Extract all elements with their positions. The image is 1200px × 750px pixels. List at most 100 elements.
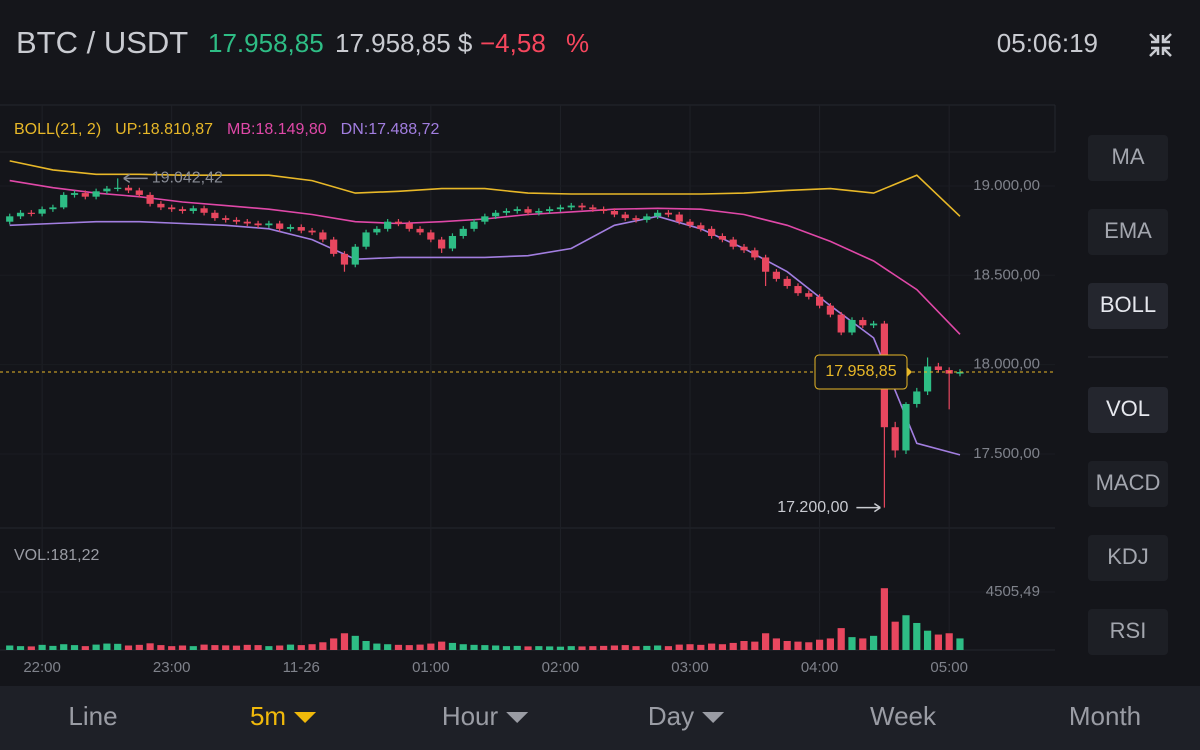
band-line <box>9 160 961 217</box>
candle-body <box>535 210 543 213</box>
indicator-button-label[interactable]: MACD <box>1096 470 1161 495</box>
candle-body <box>103 188 111 192</box>
volume-bar <box>567 646 575 650</box>
candle-body <box>762 257 770 272</box>
change: −4,58 <box>480 28 546 58</box>
candle-body <box>60 194 68 208</box>
volume-bar <box>168 646 176 650</box>
indicator-button[interactable] <box>1088 209 1168 255</box>
volume-bar <box>805 642 813 650</box>
interval-tab[interactable]: Hour <box>442 701 499 731</box>
price-usd: 17.958,85 $ <box>335 28 473 58</box>
candle-body <box>567 205 575 208</box>
candle-body <box>815 296 824 306</box>
indicator-button[interactable] <box>1088 461 1168 507</box>
candle-body <box>697 225 705 229</box>
volume-bar <box>297 645 305 650</box>
candle-body <box>178 209 187 211</box>
indicator-button-label[interactable]: MA <box>1112 144 1145 169</box>
volume-bar <box>751 641 759 650</box>
volume-bar <box>470 644 478 650</box>
indicator-button[interactable] <box>1088 535 1168 581</box>
indicator-button[interactable] <box>1088 609 1168 655</box>
indicator-button-label[interactable]: BOLL <box>1100 292 1156 317</box>
volume-bar <box>265 646 273 650</box>
volume-bar <box>427 643 435 650</box>
low-label: 17.200,00 <box>777 499 848 516</box>
dropdown-arrow[interactable] <box>702 712 725 723</box>
candle-body <box>589 207 597 210</box>
candle-body <box>157 203 165 208</box>
candle-body <box>859 319 867 326</box>
indicator-button-label[interactable]: VOL <box>1106 396 1150 421</box>
candle-body <box>481 216 489 222</box>
candle-body <box>848 319 856 333</box>
interval-tab[interactable]: Month <box>1069 701 1141 731</box>
last-price-pointer <box>907 367 912 378</box>
indicator-button-label[interactable]: KDJ <box>1107 544 1149 569</box>
candle-body <box>708 228 716 236</box>
indicator-button[interactable] <box>1088 135 1168 181</box>
y-tick-label: 18.000,00 <box>973 356 1040 373</box>
candle-body <box>319 232 327 240</box>
interval-tab[interactable]: Week <box>870 701 937 731</box>
candle-body <box>49 207 57 210</box>
candle-body <box>373 228 381 233</box>
candle-body <box>524 209 532 213</box>
volume-bar <box>492 645 500 650</box>
volume-bar <box>362 640 370 650</box>
dropdown-arrow[interactable] <box>506 712 529 723</box>
volume-bar <box>394 644 403 650</box>
volume-bar <box>923 630 932 650</box>
candle-body <box>902 403 910 451</box>
dropdown-arrow[interactable] <box>294 712 317 723</box>
candle-body <box>923 366 932 392</box>
volume-bar <box>621 645 629 650</box>
candle-body <box>805 293 813 297</box>
volume-bar <box>513 645 521 650</box>
volume-bar <box>913 622 921 650</box>
candle-body <box>686 221 694 226</box>
candle-body <box>394 221 403 224</box>
volume-bar <box>815 639 824 650</box>
volume-bar <box>859 638 867 650</box>
indicator-button[interactable] <box>1088 387 1168 433</box>
volume-bar <box>308 644 316 650</box>
volume-bar <box>880 588 888 650</box>
volume-bar <box>600 645 608 650</box>
indicator-button[interactable] <box>1088 283 1168 329</box>
indicator-button-label[interactable]: EMA <box>1104 218 1152 243</box>
volume-bar <box>729 642 737 650</box>
candle-body <box>265 223 273 226</box>
volume-bar <box>783 640 791 650</box>
interval-tab[interactable]: 5m <box>250 701 286 731</box>
y-tick-label: 4505,49 <box>986 583 1040 600</box>
x-tick-label: 02:00 <box>542 659 580 676</box>
candle-body <box>286 227 295 229</box>
volume-bar <box>945 633 953 650</box>
volume-bar <box>351 635 359 650</box>
collapse-icon[interactable] <box>1149 33 1172 57</box>
volume-bar <box>373 643 381 650</box>
y-tick-label: 19.000,00 <box>973 177 1040 194</box>
volume-bar <box>902 615 910 650</box>
candle-body <box>794 286 802 294</box>
volume-bar <box>546 646 554 650</box>
volume-bar <box>135 644 143 650</box>
volume-bar <box>556 646 565 650</box>
candle-body <box>38 209 46 214</box>
indicator-button-label[interactable]: RSI <box>1110 618 1147 643</box>
candle-body <box>891 427 899 451</box>
volume-bar <box>632 646 640 650</box>
volume-bar <box>643 645 651 650</box>
candle-body <box>826 305 834 315</box>
candle-body <box>837 314 845 333</box>
candle-body <box>243 221 251 224</box>
candle-body <box>621 214 629 219</box>
candle-body <box>578 205 586 208</box>
legend-entry: DN:17.488,72 <box>341 121 440 138</box>
interval-tab[interactable]: Line <box>68 701 117 731</box>
volume-bar <box>654 645 662 650</box>
interval-tab[interactable]: Day <box>648 701 694 731</box>
interval-bar <box>0 686 1200 750</box>
